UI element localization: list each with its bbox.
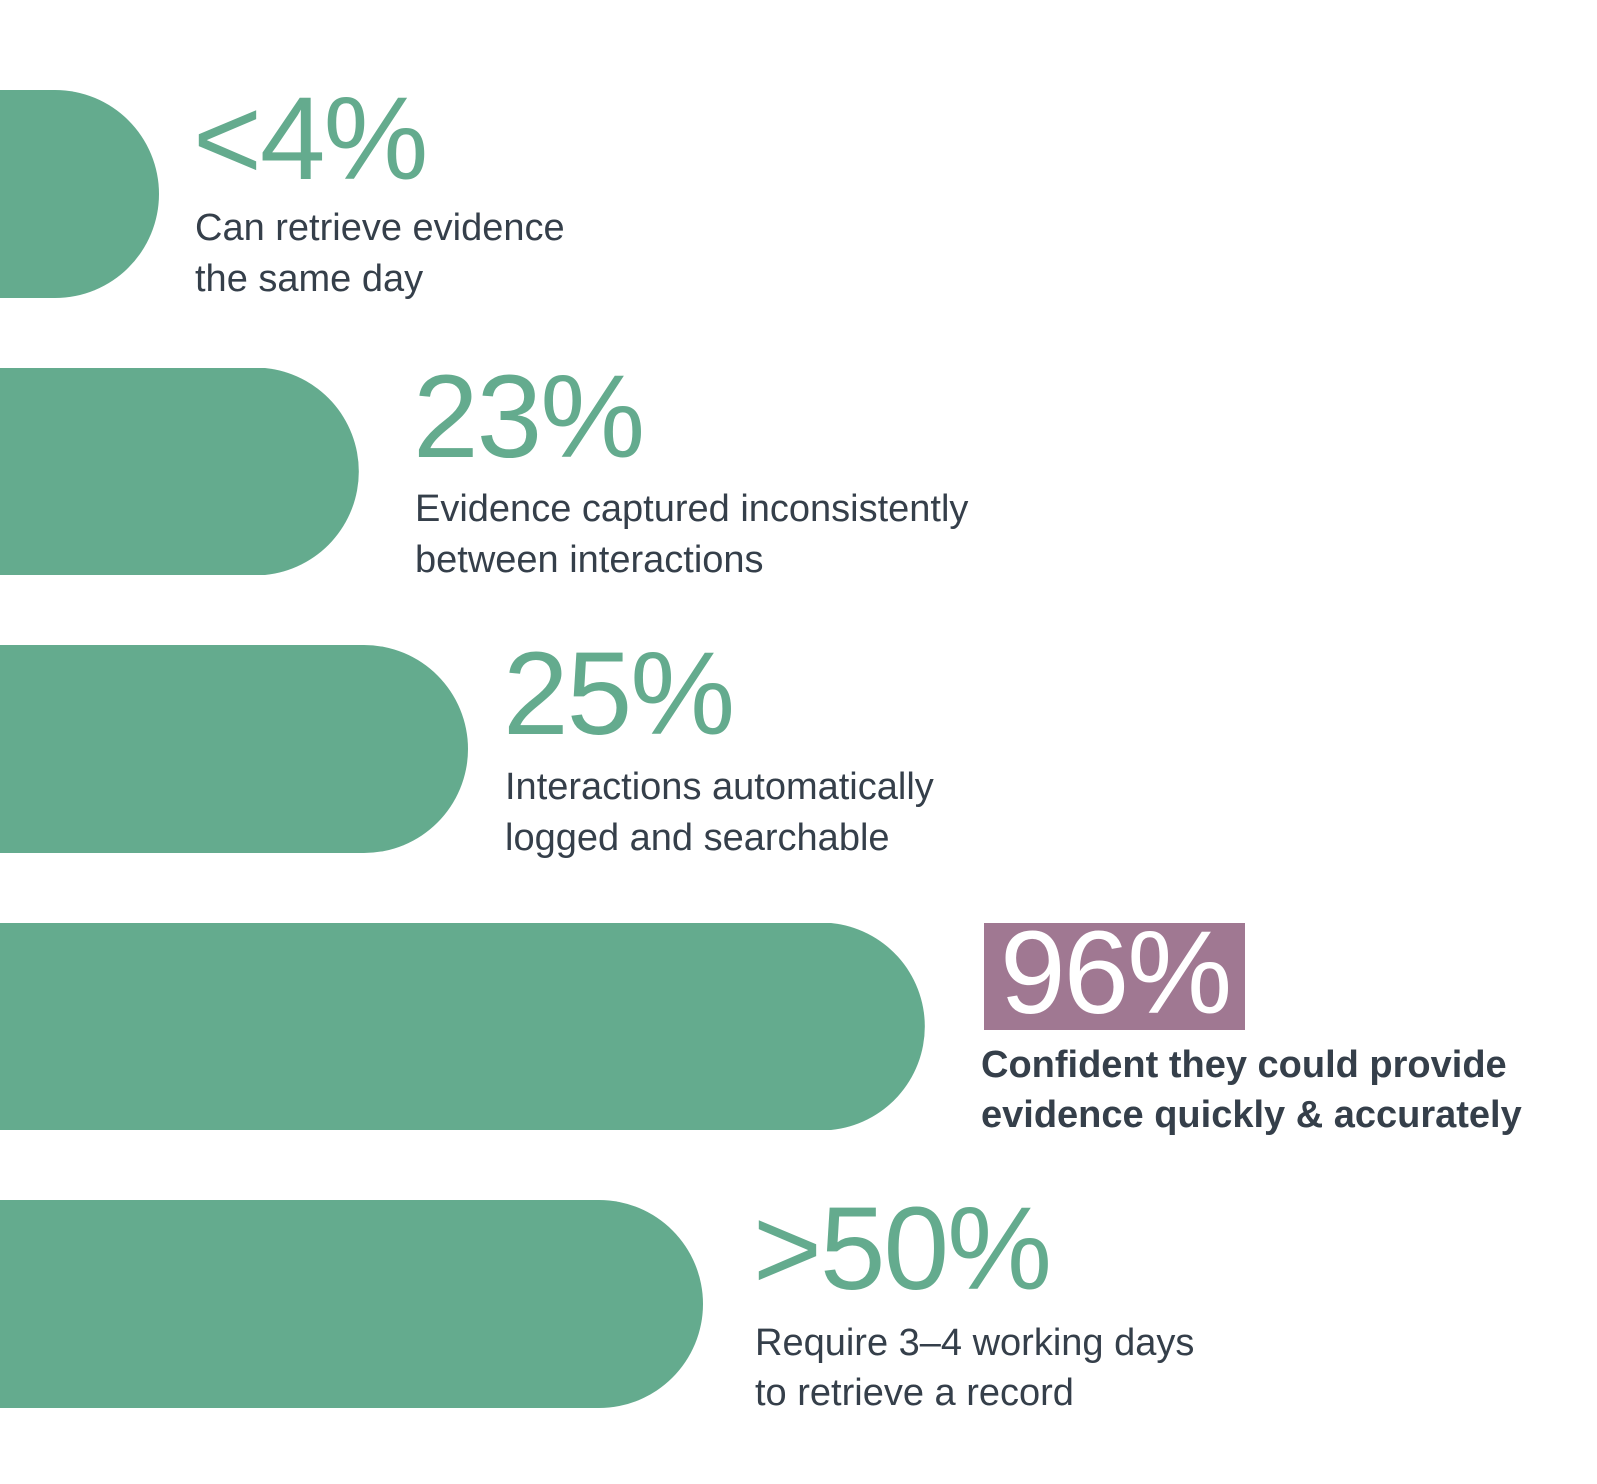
description: the same day [195,258,423,300]
description: evidence quickly & accurately [981,1094,1522,1136]
bar [0,368,359,575]
bar [0,1200,703,1408]
description: Require 3–4 working days [755,1322,1194,1364]
description: Evidence captured inconsistently [415,488,968,530]
stat: >50% [753,1183,1050,1315]
description: Interactions automatically [505,766,934,808]
description: logged and searchable [505,817,890,859]
stat: 23% [413,351,643,483]
description: Confident they could provide [981,1044,1507,1086]
description: Can retrieve evidence [195,207,565,249]
description: between interactions [415,539,764,581]
stat: 96% [1000,907,1230,1039]
bar [0,645,468,853]
stat: <4% [193,73,426,205]
stat: 25% [503,628,733,760]
bar [0,923,925,1130]
highlight-box [984,923,1245,1030]
bar [0,90,159,298]
description: to retrieve a record [755,1372,1074,1414]
